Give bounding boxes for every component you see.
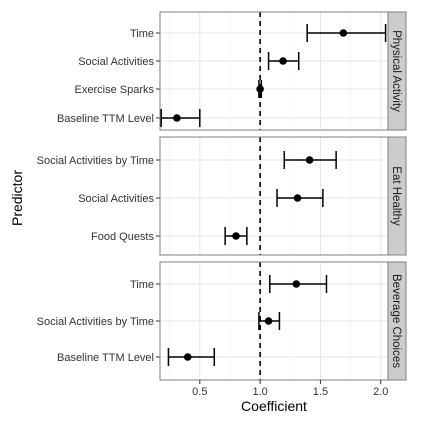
y-tick-label: Exercise Sparks: [75, 84, 155, 96]
y-axis-title: Predictor: [9, 170, 25, 226]
y-tick-label: Social Activities by Time: [37, 155, 154, 167]
x-tick-label: 2.0: [373, 386, 388, 398]
y-tick-label: Food Quests: [91, 231, 154, 243]
y-tick-label: Social Activities by Time: [37, 316, 154, 328]
panel-background: [160, 12, 388, 130]
estimate-point: [305, 156, 314, 164]
panel-3: Time Social Activities by Time Baseline TT…: [37, 261, 407, 381]
panel-1: Time Social Activities Exercise Sparks Base…: [57, 11, 407, 131]
estimate-point: [183, 353, 192, 361]
y-tick-label: Baseline TTM Level: [57, 352, 154, 364]
panels-layer: Time Social Activities Exercise Sparks Base…: [37, 11, 407, 381]
panel-background: [160, 137, 388, 255]
estimate-point: [173, 114, 181, 122]
y-tick-label: Time: [130, 28, 154, 40]
x-tick-label: 1.0: [252, 386, 267, 398]
y-tick-label: Social Activities: [78, 56, 154, 68]
strip-label: Physical Activity: [390, 30, 402, 112]
x-axis-title: Coefficient: [241, 398, 307, 414]
x-axis: 0.5 1.0 1.5 2.0: [192, 380, 388, 398]
y-tick-label: Social Activities: [78, 193, 154, 205]
strip-label: Beverage Choices: [390, 274, 402, 368]
strip-background: [387, 261, 407, 381]
y-tick-label: Baseline TTM Level: [57, 113, 154, 125]
estimate-point: [339, 29, 348, 37]
x-tick-label: 0.5: [192, 386, 207, 398]
panel-2: Social Activities by Time Social Activiti…: [37, 136, 407, 256]
strip-background: [387, 136, 407, 256]
estimate-point: [292, 280, 301, 288]
x-tick-label: 1.5: [313, 386, 328, 398]
strip-label: Eat Healthy: [390, 166, 402, 226]
strip-background: [387, 11, 407, 131]
estimate-point: [293, 194, 302, 202]
estimate-point: [279, 57, 287, 65]
estimate-point: [256, 85, 264, 93]
y-tick-label: Time: [130, 279, 154, 291]
estimate-point: [264, 317, 273, 325]
estimate-point: [232, 232, 240, 240]
